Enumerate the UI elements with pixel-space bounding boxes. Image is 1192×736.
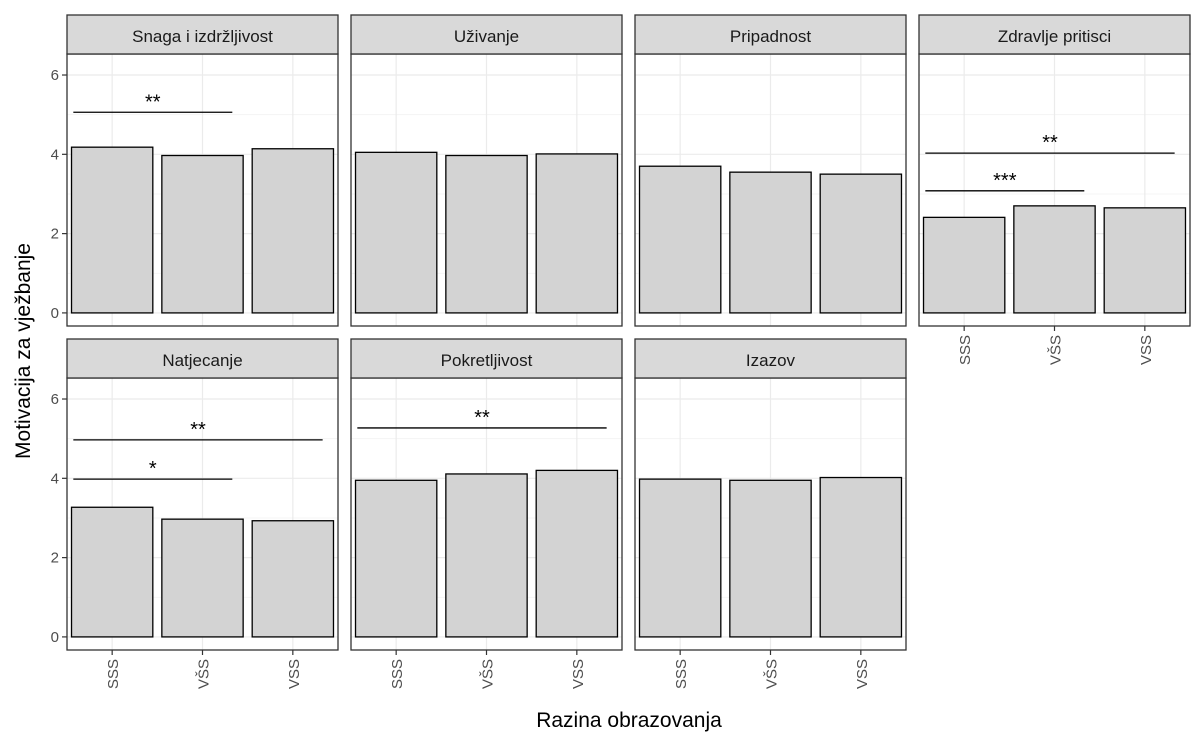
bar: [638, 165, 722, 314]
bar: [819, 173, 903, 314]
bar: [161, 518, 244, 638]
significance-label: ***: [993, 170, 1017, 192]
y-tick-label: 0: [51, 305, 59, 322]
bar: [161, 154, 244, 314]
facet-panel: Izazov SSS VŠS VSS: [634, 338, 907, 689]
x-tick-label: SSS: [673, 659, 690, 689]
bar: [251, 148, 335, 314]
significance-label: **: [190, 419, 206, 441]
bar: [819, 476, 903, 638]
x-tick-label: VŠS: [480, 659, 497, 689]
bar: [1013, 205, 1096, 314]
facet-strip: [918, 14, 1191, 55]
significance-label: *: [149, 458, 157, 480]
bar: [445, 154, 528, 314]
facet-panel: Pripadnost: [634, 14, 907, 327]
bar: [535, 469, 619, 638]
facet-title: Snaga i izdržljivost: [132, 27, 273, 46]
facet-strip: [350, 338, 623, 379]
bar: [251, 520, 335, 638]
bar: [638, 478, 722, 638]
facet-title: Uživanje: [454, 27, 519, 46]
facet-strip: [634, 338, 907, 379]
bar: [354, 151, 438, 314]
x-tick-label: VŠS: [764, 659, 781, 689]
x-tick-label: SSS: [389, 659, 406, 689]
bar: [535, 153, 619, 314]
significance-label: **: [1042, 132, 1058, 154]
facet-panel: ** Snaga i izdržljivost 0 2 4 6: [51, 14, 339, 327]
bar: [922, 216, 1006, 314]
facet-title: Pokretljivost: [441, 351, 533, 370]
bar: [729, 171, 812, 314]
y-tick-label: 0: [51, 629, 59, 646]
facet-title: Izazov: [746, 351, 796, 370]
bar: [729, 479, 812, 638]
y-axis-title: Motivacija za vježbanje: [12, 243, 35, 459]
facet-strip: [66, 338, 339, 379]
facet-strip: [66, 14, 339, 55]
x-tick-label: VSS: [854, 659, 871, 689]
y-tick-label: 6: [51, 391, 59, 408]
x-tick-label: VSS: [286, 659, 303, 689]
facet-strip: [634, 14, 907, 55]
significance-label: **: [145, 91, 161, 113]
facet-title: Pripadnost: [730, 27, 812, 46]
bar: [445, 473, 528, 638]
significance-label: **: [474, 407, 490, 429]
y-tick-label: 6: [51, 67, 59, 84]
y-tick-label: 4: [51, 470, 59, 487]
bar: [70, 506, 154, 638]
facet-title: Zdravlje pritisci: [998, 27, 1111, 46]
facet-panel: Uživanje: [350, 14, 623, 327]
facet-strip: [350, 14, 623, 55]
y-tick-label: 2: [51, 226, 59, 243]
x-tick-label: VSS: [1138, 335, 1155, 365]
x-tick-label: VŠS: [1048, 335, 1065, 365]
y-tick-label: 2: [51, 550, 59, 567]
x-axis-title: Razina obrazovanja: [536, 709, 722, 732]
bar: [70, 146, 154, 314]
x-tick-label: VSS: [570, 659, 587, 689]
x-tick-label: SSS: [105, 659, 122, 689]
bar: [354, 479, 438, 638]
x-tick-label: VŠS: [196, 659, 213, 689]
facet-panel: ** Pokretljivost SSS VŠS VSS: [350, 338, 623, 689]
x-tick-label: SSS: [957, 335, 974, 365]
facet-title: Natjecanje: [162, 351, 242, 370]
y-tick-label: 4: [51, 146, 59, 163]
bar: [1103, 207, 1187, 314]
